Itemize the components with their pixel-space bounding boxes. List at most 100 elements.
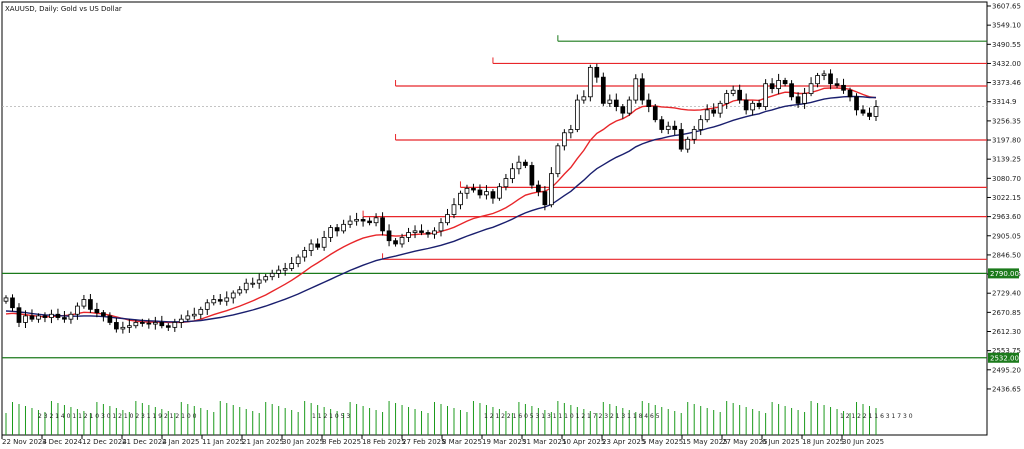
date-tick-label: 5 May 2025 — [642, 438, 683, 446]
candle-body — [834, 83, 840, 86]
candle-body — [594, 66, 600, 78]
volume-label: 1 2 1 2 2 1 6 0 5 3 1 3 1 1 1 0 1 2 1 7 … — [484, 413, 660, 420]
candle-body — [127, 325, 132, 328]
price-tick-label: 2905.05 — [992, 232, 1021, 240]
candle-body — [49, 313, 54, 318]
candle-body — [438, 222, 444, 232]
price-highlight-box — [988, 268, 1019, 279]
candle-body — [172, 322, 178, 328]
candle-body — [464, 187, 470, 194]
candle-body — [133, 322, 139, 327]
candle-body — [477, 189, 483, 196]
candle-body — [581, 96, 587, 101]
volume-label: 1 2 1 2 2 1 1 6 3 1 7 3 0 — [840, 413, 913, 420]
candle-body — [587, 66, 593, 98]
volume-label: 1 1 2 1 0 5 3 — [312, 413, 350, 420]
candle-body — [562, 132, 567, 147]
price-tick-label: 3022.15 — [992, 194, 1021, 202]
chart-frame — [1, 1, 988, 436]
date-tick-label: 30 Jan 2025 — [282, 438, 324, 446]
candle-body — [399, 237, 405, 245]
candle-body — [23, 315, 28, 323]
candle-body — [243, 282, 249, 291]
price-tick-label: 2846.50 — [992, 251, 1021, 259]
price-tick-label: 3080.70 — [992, 175, 1021, 183]
candle-body — [854, 96, 859, 111]
candle-body — [419, 230, 424, 233]
date-tick-label: 18 Jun 2025 — [802, 438, 844, 446]
candle-body — [250, 282, 256, 285]
candle-body — [685, 138, 691, 150]
candle-body — [717, 102, 723, 114]
candle-body — [81, 299, 87, 307]
candle-body — [191, 313, 197, 317]
candle-body — [639, 78, 645, 101]
candle-body — [315, 243, 320, 248]
candle-body — [626, 99, 632, 114]
candle-body — [613, 99, 619, 108]
candle-body — [795, 96, 801, 104]
price-tick-label: 3549.10 — [992, 22, 1021, 30]
price-tick-label: 3256.35 — [992, 117, 1021, 125]
candle-body — [841, 84, 846, 91]
volume-label: 2 3 2 1 4 0 1 1 2 1 0 3 0 1 2 1 0 2 3 1 … — [38, 413, 197, 420]
date-tick-label: 15 May 2025 — [682, 438, 728, 446]
volume-bars — [5, 401, 877, 435]
candle-body — [276, 269, 282, 274]
price-highlight-label: 2790.00 — [990, 270, 1019, 278]
date-tick-label: 21 Jan 2025 — [242, 438, 284, 446]
candle-body — [730, 89, 736, 94]
candle-body — [789, 83, 794, 98]
candle-body — [776, 80, 781, 90]
date-tick-label: 18 Feb 2025 — [362, 438, 406, 446]
candle-body — [633, 78, 639, 101]
candle-body — [743, 99, 749, 111]
price-highlight-label: 2532.00 — [990, 354, 1019, 362]
candle-body — [373, 217, 379, 224]
price-axis: 3607.65 3549.10 3490.55 3432.00 3373.46 3314.… — [987, 3, 1021, 393]
candle-body — [75, 305, 80, 315]
candle-body — [646, 99, 652, 108]
candle-body — [711, 109, 717, 114]
date-tick-label: 21 Dec 2024 — [122, 438, 167, 446]
support-resistance-lines — [2, 35, 987, 359]
candlesticks — [3, 63, 879, 334]
candle-body — [542, 191, 548, 206]
price-tick-label: 3607.65 — [992, 3, 1021, 11]
candle-body — [152, 322, 158, 325]
candle-body — [691, 129, 697, 140]
candle-body — [451, 204, 457, 215]
candle-body — [445, 214, 450, 224]
candle-body — [120, 326, 126, 330]
candle-body — [42, 315, 48, 318]
date-tick-label: 6 Jun 2025 — [762, 438, 800, 446]
candle-body — [334, 227, 340, 232]
candle-body — [503, 178, 509, 188]
date-tick-label: 31 Mar 2025 — [522, 438, 566, 446]
candle-body — [308, 243, 314, 251]
price-tick-label: 3432.00 — [992, 60, 1021, 68]
candle-body — [828, 73, 833, 85]
candle-body — [847, 89, 853, 98]
candle-body — [380, 217, 385, 232]
candle-body — [516, 161, 522, 170]
candle-body — [600, 76, 606, 104]
candle-body — [471, 187, 476, 191]
candle-body — [62, 317, 67, 320]
date-tick-label: 3 Dec 2024 — [42, 438, 83, 446]
candle-body — [782, 80, 788, 85]
candle-body — [821, 73, 827, 76]
candle-body — [224, 297, 230, 302]
date-tick-label: 11 Jan 2025 — [202, 438, 244, 446]
candle-body — [165, 325, 171, 328]
candle-body — [36, 315, 41, 320]
price-tick-label: 2612.30 — [992, 328, 1021, 336]
candle-body — [652, 106, 658, 121]
date-tick-label: 30 Jun 2025 — [842, 438, 884, 446]
candle-body — [289, 263, 295, 269]
volume-labels: 2 3 2 1 4 0 1 1 2 1 0 3 0 1 2 1 0 2 3 1 … — [38, 413, 913, 420]
candle-body — [16, 307, 22, 323]
candle-body — [536, 184, 541, 193]
